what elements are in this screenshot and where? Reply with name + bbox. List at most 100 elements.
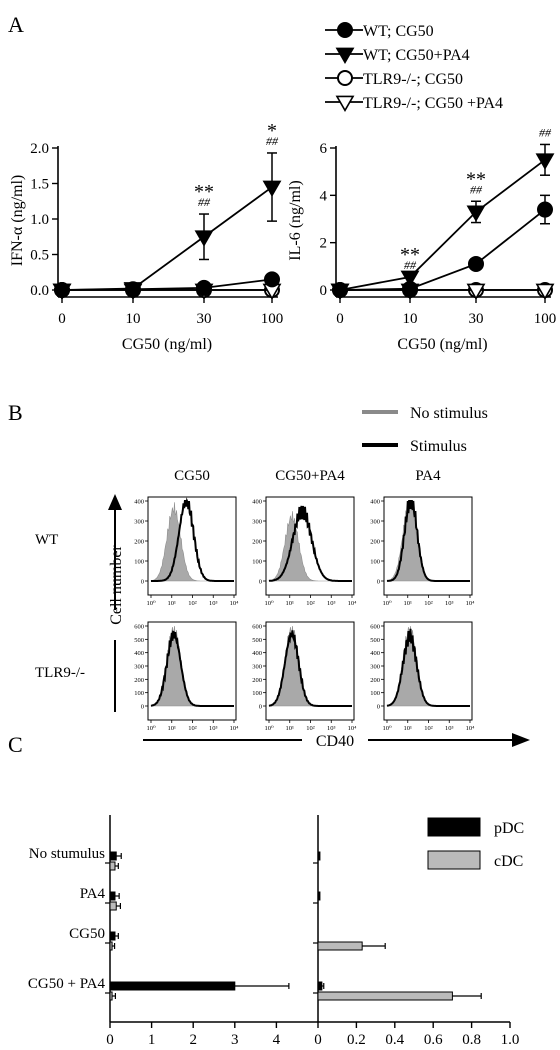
- x-tick-label: 1.0: [501, 1032, 520, 1048]
- column-header: PA4: [415, 468, 441, 484]
- data-point: [330, 283, 350, 301]
- histogram-x-tick-label: 10⁰: [382, 600, 392, 607]
- data-point: [194, 230, 214, 247]
- histogram-y-tick-label: 400: [134, 650, 144, 657]
- histogram-x-tick-label: 10¹: [168, 600, 177, 607]
- histogram-stimulus: [151, 497, 234, 582]
- histogram-y-tick-label: 0: [259, 579, 262, 586]
- legend-label: WT; CG50: [363, 23, 434, 40]
- legend-label: No stimulus: [410, 405, 488, 422]
- bar: [109, 861, 116, 871]
- histogram-stimulus: [268, 630, 352, 707]
- category-label: No stumulus: [29, 846, 105, 862]
- histogram-y-tick-label: 600: [134, 624, 144, 631]
- x-tick-label: 1: [148, 1032, 156, 1048]
- y-tick-label: 4: [320, 188, 328, 204]
- histogram-y-tick-label: 0: [377, 579, 380, 586]
- histogram-y-tick-label: 300: [134, 519, 144, 526]
- bar: [317, 991, 453, 1001]
- histogram-x-tick-label: 10³: [209, 600, 218, 607]
- histogram-y-tick-label: 100: [134, 690, 144, 697]
- significance-hash: ##: [404, 258, 417, 272]
- data-point: [466, 283, 486, 301]
- histogram-x-tick-label: 10³: [327, 600, 336, 607]
- x-tick-label: 4: [273, 1032, 281, 1048]
- bar: [317, 981, 323, 991]
- data-point: [52, 283, 72, 301]
- significance-star: *: [267, 120, 277, 142]
- histogram-y-tick-label: 400: [370, 499, 380, 506]
- histogram-x-tick-label: 10¹: [404, 725, 413, 732]
- x-tick-label: 0.2: [347, 1032, 366, 1048]
- histogram-x-tick-label: 10³: [327, 725, 336, 732]
- category-label: CG50: [69, 926, 105, 942]
- series-line: [61, 278, 273, 291]
- y-arrow-head: [108, 494, 122, 510]
- histogram-y-tick-label: 0: [141, 579, 144, 586]
- histogram-y-tick-label: 200: [370, 677, 380, 684]
- data-point: [196, 279, 212, 296]
- histogram-y-tick-label: 500: [134, 637, 144, 644]
- y-tick-label: 6: [320, 141, 328, 157]
- bar: [317, 851, 321, 861]
- histogram-x-tick-label: 10⁴: [466, 725, 476, 732]
- legend-label: TLR9-/-; CG50 +PA4: [363, 95, 503, 112]
- panel-b: No stimulus Stimulus CG50 CG50+PA4 PA4 WT TLR9…: [35, 405, 530, 750]
- x-tick-label: 100: [534, 311, 557, 327]
- histogram-y-tick-label: 300: [370, 664, 380, 671]
- data-point: [535, 153, 555, 170]
- histogram-stimulus: [268, 505, 352, 582]
- histogram-y-tick-label: 600: [252, 624, 262, 631]
- legend-label: WT; CG50+PA4: [363, 47, 470, 64]
- legend-swatch: [427, 817, 481, 837]
- histogram-x-tick-label: 10⁰: [264, 600, 274, 607]
- x-tick-label: 0.4: [385, 1032, 404, 1048]
- series-line: [61, 186, 273, 291]
- histogram-x-tick-label: 10⁰: [146, 600, 156, 607]
- y-axis-label: IFN-α (ng/ml): [9, 175, 26, 266]
- significance-hash: ##: [198, 195, 211, 209]
- y-tick-label: 0: [320, 283, 328, 299]
- panel-label-b: B: [8, 400, 23, 425]
- histogram-y-tick-label: 400: [134, 499, 144, 506]
- series-line: [339, 208, 546, 291]
- bar: [317, 891, 321, 901]
- histogram-x-tick-label: 10²: [424, 600, 433, 607]
- y-tick-label: 1.5: [30, 177, 49, 193]
- column-header: CG50+PA4: [275, 468, 345, 484]
- significance-star: **: [194, 181, 214, 203]
- x-tick-label: 10: [403, 311, 418, 327]
- significance-hash: ##: [470, 182, 483, 196]
- y-tick-label: 1.0: [30, 212, 49, 228]
- histogram-y-tick-label: 200: [134, 539, 144, 546]
- histogram-y-tick-label: 600: [370, 624, 380, 631]
- histogram-stimulus: [386, 628, 470, 707]
- histogram-y-tick-label: 0: [141, 704, 144, 711]
- histogram-x-tick-label: 10²: [424, 725, 433, 732]
- histogram-x-tick-label: 10¹: [286, 600, 295, 607]
- x-tick-label: 3: [231, 1032, 239, 1048]
- histogram-y-tick-label: 100: [252, 559, 262, 566]
- histogram-x-tick-label: 10⁴: [466, 600, 476, 607]
- histogram-x-tick-label: 10⁴: [230, 600, 240, 607]
- histogram-y-tick-label: 0: [259, 704, 262, 711]
- legend-swatch: [427, 850, 481, 870]
- histogram-y-tick-label: 300: [134, 664, 144, 671]
- row-label: WT: [35, 532, 58, 548]
- data-point: [400, 270, 420, 287]
- x-tick-label: 10: [126, 311, 141, 327]
- y-tick-label: 2.0: [30, 141, 49, 157]
- legend-label: TLR9-/-; CG50: [363, 71, 463, 88]
- x-tick-label: 0.8: [462, 1032, 481, 1048]
- data-point: [535, 283, 555, 301]
- histogram-y-tick-label: 200: [252, 677, 262, 684]
- y-tick-label: 0.0: [30, 283, 49, 299]
- histogram-x-tick-label: 10²: [306, 725, 315, 732]
- histogram-y-tick-label: 300: [370, 519, 380, 526]
- legend-label: Stimulus: [410, 438, 467, 455]
- legend-marker-triangle: [335, 95, 355, 113]
- x-tick-label: 100: [261, 311, 284, 327]
- bar: [109, 991, 113, 1001]
- category-label: PA4: [80, 886, 106, 902]
- histogram-x-tick-label: 10²: [188, 725, 197, 732]
